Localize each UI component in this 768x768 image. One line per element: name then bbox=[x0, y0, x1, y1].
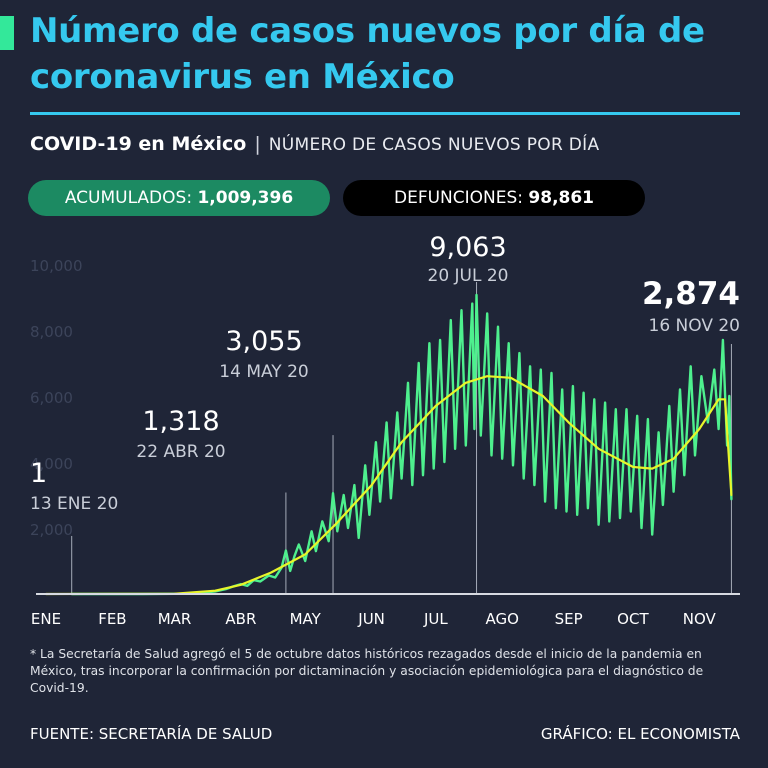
subtitle-rest: NÚMERO DE CASOS NUEVOS POR DÍA bbox=[268, 135, 600, 155]
credit-label: GRÁFICO: EL ECONOMISTA bbox=[540, 725, 740, 743]
series-daily-line bbox=[70, 293, 733, 596]
x-tick-label: MAR bbox=[158, 610, 192, 628]
y-tick-label: 4,000 bbox=[30, 455, 73, 473]
y-tick-label: 8,000 bbox=[30, 323, 73, 341]
y-tick-label: 6,000 bbox=[30, 389, 73, 407]
deaths-value: 98,861 bbox=[528, 188, 595, 208]
x-tick-label: ENE bbox=[31, 610, 61, 628]
accumulated-value: 1,009,396 bbox=[197, 188, 294, 208]
page-title: Número de casos nuevos por día de corona… bbox=[30, 11, 705, 97]
y-tick-label: 2,000 bbox=[30, 521, 73, 539]
x-tick-label: SEP bbox=[555, 610, 583, 628]
y-tick-label: 10,000 bbox=[30, 257, 83, 275]
subtitle-separator: | bbox=[254, 133, 261, 155]
annotation-date: 14 MAY 20 bbox=[219, 362, 308, 382]
annotation-value: 3,055 bbox=[225, 326, 302, 357]
accumulated-badge: ACUMULADOS: 1,009,396 bbox=[28, 180, 330, 216]
chart-subtitle: COVID-19 en México | NÚMERO DE CASOS NUEVO… bbox=[30, 133, 599, 155]
annotation-value: 9,063 bbox=[429, 232, 506, 263]
title-divider bbox=[30, 112, 740, 115]
annotation-date: 13 ENE 20 bbox=[30, 494, 118, 514]
annotation-value: 1 bbox=[30, 458, 47, 489]
footnote: * La Secretaría de Salud agregó el 5 de … bbox=[30, 647, 704, 695]
cases-line-chart: 2,000 4,000 6,000 8,000 10,000 ENE FEB MAR ABR MA… bbox=[30, 232, 741, 628]
source-label: FUENTE: SECRETARÍA DE SALUD bbox=[30, 725, 273, 743]
x-tick-label: MAY bbox=[290, 610, 322, 628]
deaths-badge: DEFUNCIONES: 98,861 bbox=[343, 180, 645, 216]
annotation-value: 1,318 bbox=[142, 406, 219, 437]
x-tick-label: JUN bbox=[357, 610, 385, 628]
x-tick-label: ABR bbox=[225, 610, 256, 628]
series-trend-line bbox=[44, 375, 733, 596]
x-tick-label: OCT bbox=[617, 610, 649, 628]
x-tick-label: NOV bbox=[683, 610, 717, 628]
title-accent-bar bbox=[0, 16, 14, 50]
annotation-value: 2,874 bbox=[642, 276, 740, 312]
x-tick-label: JUL bbox=[423, 610, 448, 628]
deaths-label: DEFUNCIONES: bbox=[393, 188, 529, 208]
x-tick-label: FEB bbox=[98, 610, 126, 628]
annotation-date: 16 NOV 20 bbox=[649, 316, 741, 336]
annotation-date: 20 JUL 20 bbox=[428, 266, 509, 286]
annotation-date: 22 ABR 20 bbox=[136, 442, 225, 462]
x-tick-label: AGO bbox=[486, 610, 519, 628]
subtitle-strong: COVID-19 en México bbox=[30, 133, 247, 155]
accumulated-label: ACUMULADOS: bbox=[64, 188, 198, 208]
